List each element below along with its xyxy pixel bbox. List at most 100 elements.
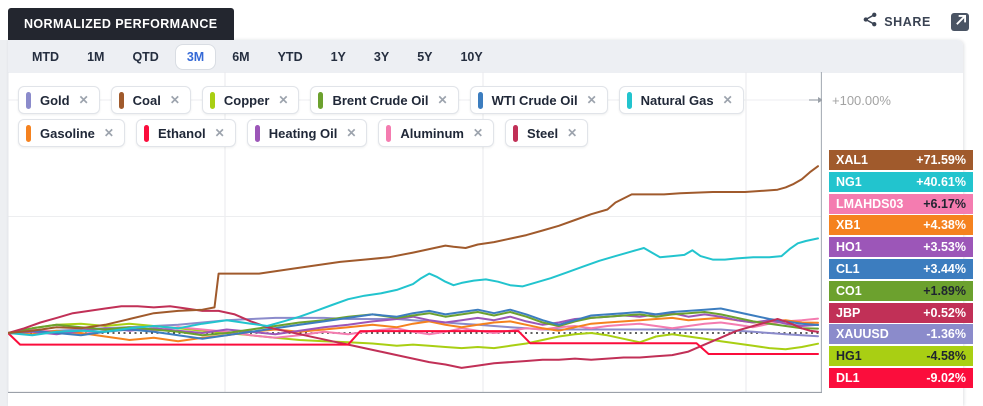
chip-remove-icon[interactable]: ✕ [586, 93, 597, 107]
tab-6m[interactable]: 6M [232, 49, 250, 64]
chip-remove-icon[interactable]: ✕ [214, 126, 225, 140]
chip-remove-icon[interactable]: ✕ [567, 126, 578, 140]
tab-1m[interactable]: 1M [87, 49, 105, 64]
chip-remove-icon[interactable]: ✕ [722, 93, 733, 107]
chip-heating-oil[interactable]: Heating Oil ✕ [246, 119, 368, 147]
chip-color-bar [143, 124, 149, 142]
tab-3y[interactable]: 3Y [373, 49, 390, 64]
chip-label: Ethanol [157, 125, 206, 141]
chip-natural-gas[interactable]: Natural Gas ✕ [618, 86, 744, 114]
legend-ticker: CL1 [836, 261, 860, 276]
chip-remove-icon[interactable]: ✕ [346, 126, 357, 140]
tab-10y[interactable]: 10Y [460, 49, 483, 64]
chip-label: Heating Oil [268, 125, 338, 141]
chip-row-1: Gold ✕ Coal ✕ Copper ✕ Brent Crude Oil ✕ WTI Cru… [18, 86, 744, 114]
series-line-cl1 [8, 307, 819, 340]
tab-mtd[interactable]: MTD [32, 49, 60, 64]
chip-color-bar [513, 124, 519, 142]
legend-ticker: JBP [836, 305, 861, 320]
legend-value: +6.17% [923, 196, 966, 211]
chip-gold[interactable]: Gold ✕ [18, 86, 100, 114]
series-line-co1 [8, 311, 819, 337]
chip-remove-icon[interactable]: ✕ [78, 93, 89, 107]
plus-100-arrow-icon [818, 97, 822, 103]
legend-row-cl1[interactable]: CL1 +3.44% [829, 258, 973, 279]
legend-ticker: XAL1 [836, 153, 868, 167]
chip-coal[interactable]: Coal ✕ [110, 86, 191, 114]
legend-value: -4.58% [926, 349, 966, 364]
chip-wti-crude-oil[interactable]: WTI Crude Oil ✕ [469, 86, 608, 114]
legend-ticker: XB1 [836, 218, 861, 233]
share-label: SHARE [884, 15, 931, 29]
legend-value: +1.89% [923, 283, 966, 298]
legend-ticker: XAUUSD [836, 327, 889, 342]
legend-row-xauusd[interactable]: XAUUSD -1.36% [829, 324, 973, 345]
share-button[interactable]: SHARE [863, 12, 931, 32]
legend-row-jbp[interactable]: JBP +0.52% [829, 302, 973, 323]
external-link-icon [955, 13, 966, 31]
legend-value: -1.36% [926, 327, 966, 342]
chip-gasoline[interactable]: Gasoline ✕ [18, 119, 125, 147]
chip-remove-icon[interactable]: ✕ [169, 93, 180, 107]
legend-row-co1[interactable]: CO1 +1.89% [829, 280, 973, 301]
chip-steel[interactable]: Steel ✕ [505, 119, 589, 147]
chip-color-bar [118, 91, 124, 109]
tab-5y[interactable]: 5Y [417, 49, 433, 64]
chip-label: Gold [40, 92, 70, 108]
legend-value: +3.44% [923, 261, 966, 276]
chip-label: Copper [223, 92, 270, 108]
legend-row-ng1[interactable]: NG1 +40.61% [829, 171, 973, 192]
chip-ethanol[interactable]: Ethanol ✕ [135, 119, 236, 147]
legend-row-hg1[interactable]: HG1 -4.58% [829, 346, 973, 367]
tab-qtd[interactable]: QTD [132, 49, 159, 64]
chip-label: Natural Gas [640, 92, 714, 108]
tab-ytd[interactable]: YTD [277, 49, 303, 64]
legend-row-xb1[interactable]: XB1 +4.38% [829, 215, 973, 236]
chip-remove-icon[interactable]: ✕ [103, 126, 114, 140]
legend-row-dl1[interactable]: DL1 -9.02% [829, 367, 973, 388]
chip-remove-icon[interactable]: ✕ [472, 126, 484, 140]
chip-color-bar [26, 124, 31, 142]
y-axis-top-label: +100.00% [832, 93, 891, 108]
legend-ticker: DL1 [836, 370, 860, 385]
legend-ticker: CO1 [836, 283, 862, 298]
legend-row-xal1[interactable]: XAL1 +71.59% [829, 150, 973, 170]
series-line-ho1 [8, 312, 819, 336]
page-title: NORMALIZED PERFORMANCE [8, 8, 234, 40]
chip-remove-icon[interactable]: ✕ [437, 93, 448, 107]
chip-label: WTI Crude Oil [491, 92, 578, 108]
tab-1y[interactable]: 1Y [330, 49, 346, 64]
share-row: SHARE [863, 12, 969, 32]
legend-value: +71.59% [916, 153, 966, 167]
chip-remove-icon[interactable]: ✕ [278, 93, 289, 107]
chip-copper[interactable]: Copper ✕ [201, 86, 300, 114]
timeframe-tabs: MTD 1M QTD 3M 6M YTD 1Y 3Y 5Y 10Y [8, 40, 963, 73]
legend-value: +3.53% [923, 240, 966, 255]
left-gutter [0, 40, 8, 406]
chip-color-bar [209, 91, 215, 109]
series-line-xb1 [8, 316, 819, 343]
chip-color-bar [318, 91, 324, 109]
legend-row-lmahds03[interactable]: LMAHDS03 +6.17% [829, 193, 973, 214]
legend-panel: XAL1 +71.59% NG1 +40.61% LMAHDS03 +6.17% XB1 +4… [829, 150, 973, 390]
legend-value: +40.61% [916, 174, 966, 189]
legend-ticker: NG1 [836, 174, 862, 189]
chip-label: Gasoline [40, 125, 95, 141]
chip-label: Coal [132, 92, 161, 108]
legend-value: +0.52% [923, 305, 966, 320]
chip-row-2: Gasoline ✕ Ethanol ✕ Heating Oil ✕ Aluminum ✕ St… [18, 119, 589, 147]
tab-3m[interactable]: 3M [174, 43, 217, 70]
chip-color-bar [254, 124, 260, 142]
legend-ticker: HG1 [836, 349, 862, 364]
chip-color-bar [626, 91, 632, 109]
chip-label: Aluminum [400, 125, 464, 141]
series-line-dl1 [8, 330, 819, 355]
chip-color-bar [477, 91, 483, 109]
chip-label: Brent Crude Oil [332, 92, 429, 108]
chip-aluminum[interactable]: Aluminum ✕ [378, 119, 495, 147]
popout-button[interactable] [951, 13, 969, 31]
chip-label: Steel [527, 125, 559, 141]
chip-brent-crude-oil[interactable]: Brent Crude Oil ✕ [310, 86, 459, 114]
legend-row-ho1[interactable]: HO1 +3.53% [829, 237, 973, 258]
share-nodes-icon [863, 12, 878, 32]
